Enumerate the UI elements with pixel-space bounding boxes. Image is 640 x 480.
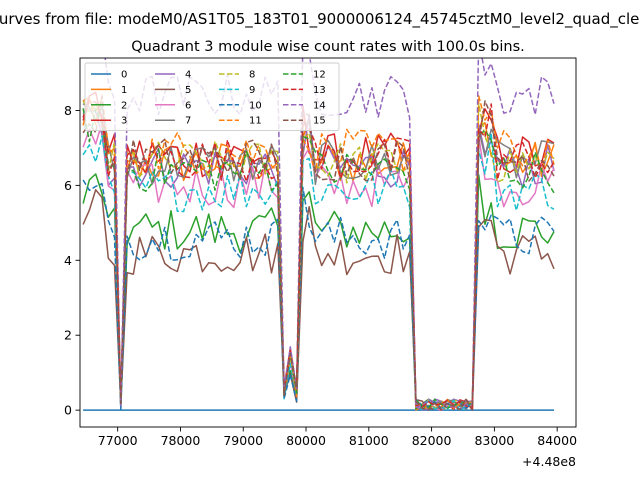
legend-label-2: 2 [121,100,127,111]
x-tick-label: 78000 [161,433,201,448]
legend-label-0: 0 [121,70,127,81]
series-line-15 [82,95,555,411]
x-offset-label: +4.48e8 [522,454,576,469]
legend-label-6: 6 [185,100,191,111]
legend-label-14: 14 [313,100,326,111]
legend-label-13: 13 [313,85,326,96]
series-line-9 [82,132,555,411]
axes: 77000 78000 79000 80000 81000 82000 83000 84000… [64,57,577,448]
chart-suptitle: Lightcurves from file: modeM0/AS1T05_183… [0,10,640,29]
legend-label-7: 7 [185,116,191,127]
axes-frame [79,57,577,428]
x-tick-label: 81000 [349,433,389,448]
legend-label-9: 9 [249,85,255,96]
legend-label-15: 15 [313,116,326,127]
legend-label-12: 12 [313,70,326,81]
x-tick-label: 79000 [223,433,263,448]
y-tick-label: 8 [64,103,72,118]
legend-box [84,62,340,132]
legend-label-8: 8 [249,70,255,81]
legend-label-3: 3 [121,116,127,127]
x-tick-label: 82000 [412,433,452,448]
y-tick-label: 4 [64,253,72,268]
legend-label-10: 10 [249,100,262,111]
series-line-10 [82,179,555,411]
y-tick-label: 6 [64,178,72,193]
legend-label-11: 11 [249,116,262,127]
series-line-5 [82,189,555,411]
chart-title: Quadrant 3 module wise count rates with … [131,39,525,55]
x-tick-label: 80000 [286,433,326,448]
series-line-2 [82,173,555,410]
legend-label-5: 5 [185,85,191,96]
legend-label-1: 1 [121,85,127,96]
series-line-3 [82,91,555,411]
x-tick-label: 83000 [474,433,514,448]
y-tick-label: 2 [64,328,72,343]
x-tick-label: 77000 [98,433,138,448]
plot-area [82,58,555,411]
legend-label-4: 4 [185,70,191,81]
series-line-11 [82,94,555,410]
x-tick-label: 84000 [537,433,577,448]
series-line-14 [104,58,555,411]
y-tick-label: 0 [64,403,72,418]
